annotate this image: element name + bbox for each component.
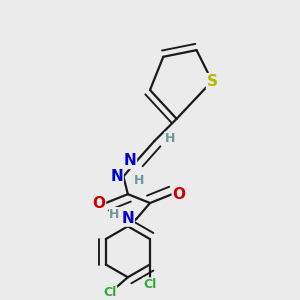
Text: Cl: Cl <box>103 286 117 299</box>
Text: H: H <box>165 132 175 145</box>
Text: N: N <box>122 211 134 226</box>
Text: N: N <box>124 153 136 168</box>
Text: O: O <box>172 187 185 202</box>
Text: S: S <box>206 74 218 89</box>
Text: N: N <box>110 169 123 184</box>
Text: H: H <box>110 208 120 220</box>
Text: H: H <box>134 174 144 188</box>
Text: O: O <box>92 196 106 211</box>
Text: Cl: Cl <box>143 278 157 291</box>
